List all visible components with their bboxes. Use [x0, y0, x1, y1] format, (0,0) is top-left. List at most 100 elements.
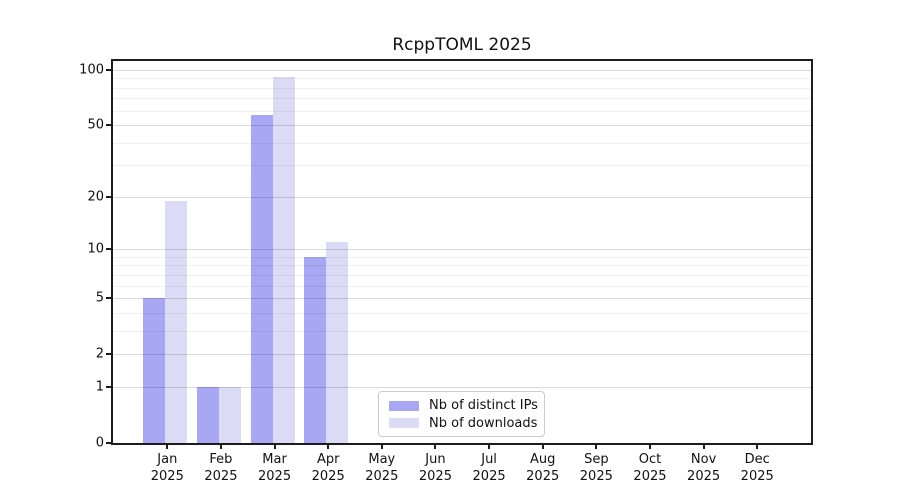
x-tick-mark-7: [541, 443, 544, 449]
x-tick-line: 2025: [365, 469, 399, 484]
x-tick-mark-0: [166, 443, 169, 449]
x-axis-tick-label-9: Oct 2025: [633, 451, 666, 485]
grid-line-major-2: [113, 354, 811, 356]
grid-line-minor-8: [113, 265, 811, 267]
y-axis-tick-label-5: 5: [95, 290, 104, 306]
x-axis-tick-label-4: May 2025: [365, 451, 398, 485]
x-axis-tick-label-7: Aug 2025: [526, 451, 559, 485]
y-tick-mark-0: [106, 442, 113, 444]
x-tick-mark-9: [648, 443, 651, 449]
bar-distinct-ips-Feb 2025: [196, 386, 219, 443]
x-tick-line: 2025: [687, 469, 721, 484]
grid-line-minor-30: [113, 165, 811, 167]
x-tick-mark-1: [219, 443, 222, 449]
x-tick-line: Oct: [638, 452, 662, 467]
grid-line-major-1: [113, 386, 811, 388]
x-tick-mark-4: [380, 443, 383, 449]
y-tick-mark-5: [106, 297, 113, 300]
x-tick-mark-2: [273, 443, 276, 449]
x-tick-line: 2025: [526, 469, 560, 484]
y-axis-tick-label-10: 10: [87, 241, 104, 257]
x-tick-line: 2025: [472, 469, 506, 484]
grid-line-minor-80: [113, 87, 811, 89]
grid-layer: [113, 61, 811, 443]
grid-line-minor-4: [113, 312, 811, 314]
x-tick-line: Aug: [530, 452, 556, 467]
grid-line-minor-90: [113, 78, 811, 80]
y-axis-tick-label-1: 1: [95, 379, 104, 395]
grid-line-minor-60: [113, 110, 811, 112]
x-tick-line: 2025: [258, 469, 292, 484]
grid-line-minor-40: [113, 142, 811, 144]
legend-label-1: Nb of downloads: [429, 415, 538, 431]
grid-line-minor-70: [113, 98, 811, 100]
legend-row-0: Nb of distinct IPs: [389, 397, 538, 415]
y-tick-mark-1: [106, 385, 113, 388]
x-tick-line: Sep: [584, 452, 609, 467]
legend: Nb of distinct IPs Nb of downloads: [378, 391, 545, 437]
x-tick-mark-10: [702, 443, 705, 449]
y-axis-tick-label-50: 50: [87, 117, 104, 133]
x-tick-line: 2025: [311, 469, 345, 484]
grid-line-minor-3: [113, 330, 811, 332]
x-tick-line: Nov: [690, 452, 717, 467]
x-tick-line: 2025: [633, 469, 667, 484]
bar-downloads-Jan 2025: [165, 200, 188, 443]
x-tick-line: May: [368, 452, 396, 467]
x-axis-tick-label-8: Sep 2025: [580, 451, 613, 485]
x-tick-mark-3: [327, 443, 330, 449]
bar-distinct-ips-Mar 2025: [250, 114, 273, 443]
bars-layer: [113, 61, 811, 443]
x-tick-line: 2025: [204, 469, 238, 484]
y-tick-mark-100: [106, 69, 113, 71]
x-tick-line: 2025: [418, 469, 452, 484]
legend-swatch-distinct-ips: [389, 400, 419, 411]
x-tick-line: Mar: [262, 452, 287, 467]
x-tick-line: Jul: [481, 452, 497, 467]
grid-line-major-10: [113, 249, 811, 251]
y-tick-mark-20: [106, 195, 113, 198]
chart-title: RcppTOML 2025: [392, 35, 532, 55]
grid-line-major-5: [113, 298, 811, 300]
x-axis-tick-label-3: Apr 2025: [312, 451, 345, 485]
y-axis-tick-label-20: 20: [87, 189, 104, 205]
x-axis-tick-label-2: Mar 2025: [258, 451, 291, 485]
x-tick-mark-8: [595, 443, 598, 449]
bar-distinct-ips-Jan 2025: [143, 298, 166, 443]
grid-line-major-20: [113, 196, 811, 198]
legend-swatch-downloads: [389, 418, 419, 429]
bar-downloads-Apr 2025: [326, 242, 349, 443]
x-tick-line: Apr: [316, 452, 340, 467]
x-tick-line: 2025: [740, 469, 774, 484]
bar-distinct-ips-Apr 2025: [304, 256, 327, 443]
x-tick-mark-5: [434, 443, 437, 449]
plot-area: [111, 59, 813, 445]
bar-downloads-Mar 2025: [272, 76, 295, 443]
grid-line-major-50: [113, 125, 811, 127]
grid-line-minor-9: [113, 256, 811, 258]
y-axis-tick-label-100: 100: [79, 62, 104, 78]
bar-downloads-Feb 2025: [218, 386, 241, 443]
x-axis-tick-label-1: Feb 2025: [204, 451, 237, 485]
x-tick-line: Jan: [157, 452, 178, 467]
x-axis-tick-label-0: Jan 2025: [151, 451, 184, 485]
x-tick-line: Jun: [425, 452, 446, 467]
x-tick-line: Dec: [744, 452, 770, 467]
y-tick-mark-2: [106, 353, 113, 356]
x-tick-line: Feb: [209, 452, 233, 467]
grid-line-major-100: [113, 70, 811, 71]
x-tick-mark-6: [488, 443, 491, 449]
y-tick-mark-10: [106, 248, 113, 251]
x-axis-tick-label-11: Dec 2025: [741, 451, 774, 485]
x-axis-tick-label-5: Jun 2025: [419, 451, 452, 485]
legend-label-0: Nb of distinct IPs: [429, 398, 538, 414]
y-axis-tick-label-2: 2: [95, 346, 104, 362]
x-tick-line: 2025: [150, 469, 184, 484]
legend-row-1: Nb of downloads: [389, 415, 538, 433]
x-axis-tick-label-10: Nov 2025: [687, 451, 720, 485]
x-tick-mark-11: [756, 443, 759, 449]
grid-line-minor-6: [113, 285, 811, 287]
y-axis-tick-label-0: 0: [95, 435, 104, 451]
x-tick-line: 2025: [579, 469, 613, 484]
